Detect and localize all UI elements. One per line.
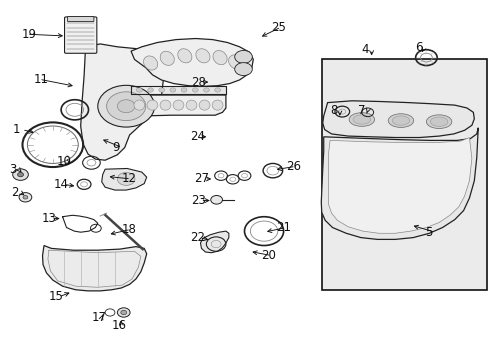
Ellipse shape [147, 100, 158, 110]
Circle shape [117, 100, 135, 113]
Circle shape [98, 85, 154, 127]
Text: 22: 22 [189, 231, 204, 244]
Text: 23: 23 [190, 194, 205, 207]
Text: 1: 1 [12, 123, 20, 136]
Ellipse shape [212, 100, 223, 110]
Circle shape [19, 193, 32, 202]
Polygon shape [131, 95, 225, 116]
Text: 16: 16 [111, 319, 126, 332]
Text: 20: 20 [261, 249, 276, 262]
Circle shape [106, 92, 145, 121]
Text: 24: 24 [189, 130, 204, 143]
Text: 27: 27 [194, 172, 209, 185]
Circle shape [192, 88, 198, 92]
Ellipse shape [160, 51, 174, 66]
Ellipse shape [160, 100, 170, 110]
Text: 5: 5 [425, 226, 432, 239]
Ellipse shape [387, 114, 413, 127]
Ellipse shape [426, 115, 451, 129]
Text: 18: 18 [121, 223, 136, 236]
Circle shape [13, 169, 28, 180]
Ellipse shape [429, 117, 447, 126]
Circle shape [234, 63, 252, 76]
Circle shape [203, 88, 209, 92]
Text: 12: 12 [121, 172, 136, 185]
Text: 2: 2 [11, 186, 18, 199]
Text: 28: 28 [190, 76, 205, 89]
Circle shape [121, 310, 126, 315]
Polygon shape [42, 246, 146, 291]
Circle shape [234, 50, 252, 63]
FancyBboxPatch shape [67, 17, 94, 22]
Polygon shape [81, 44, 163, 160]
Circle shape [159, 88, 164, 92]
FancyBboxPatch shape [64, 17, 97, 53]
Text: 21: 21 [276, 221, 291, 234]
Ellipse shape [352, 115, 370, 124]
Text: 8: 8 [329, 104, 337, 117]
Circle shape [117, 172, 135, 185]
Polygon shape [131, 39, 253, 86]
Bar [321, 59, 486, 290]
Ellipse shape [143, 56, 157, 70]
Circle shape [214, 88, 220, 92]
Ellipse shape [199, 100, 209, 110]
Text: 11: 11 [34, 73, 49, 86]
Ellipse shape [134, 100, 144, 110]
Ellipse shape [228, 55, 242, 69]
Text: 25: 25 [271, 21, 285, 33]
Circle shape [170, 88, 176, 92]
Polygon shape [131, 86, 225, 94]
Text: 4: 4 [361, 43, 368, 56]
Text: 14: 14 [54, 178, 69, 191]
Circle shape [210, 195, 222, 204]
Polygon shape [322, 101, 473, 138]
Text: 19: 19 [21, 28, 37, 41]
Polygon shape [102, 168, 146, 190]
Ellipse shape [391, 116, 409, 125]
Circle shape [136, 88, 142, 92]
Text: 6: 6 [414, 41, 421, 54]
Text: 9: 9 [112, 141, 120, 154]
Ellipse shape [178, 49, 191, 63]
Text: 3: 3 [9, 163, 16, 176]
Ellipse shape [196, 49, 209, 63]
Text: 17: 17 [92, 311, 107, 324]
Text: 15: 15 [49, 291, 63, 303]
Polygon shape [321, 128, 477, 239]
Circle shape [181, 88, 186, 92]
Ellipse shape [173, 100, 183, 110]
Ellipse shape [348, 113, 374, 126]
Polygon shape [328, 138, 471, 233]
Circle shape [147, 88, 153, 92]
Polygon shape [200, 231, 228, 253]
Text: 13: 13 [41, 212, 56, 225]
Text: 10: 10 [56, 155, 71, 168]
Text: 7: 7 [357, 104, 365, 117]
Text: 26: 26 [285, 160, 301, 173]
Circle shape [23, 195, 28, 199]
Ellipse shape [213, 50, 226, 65]
Circle shape [117, 308, 130, 317]
Ellipse shape [186, 100, 197, 110]
Circle shape [18, 172, 23, 177]
